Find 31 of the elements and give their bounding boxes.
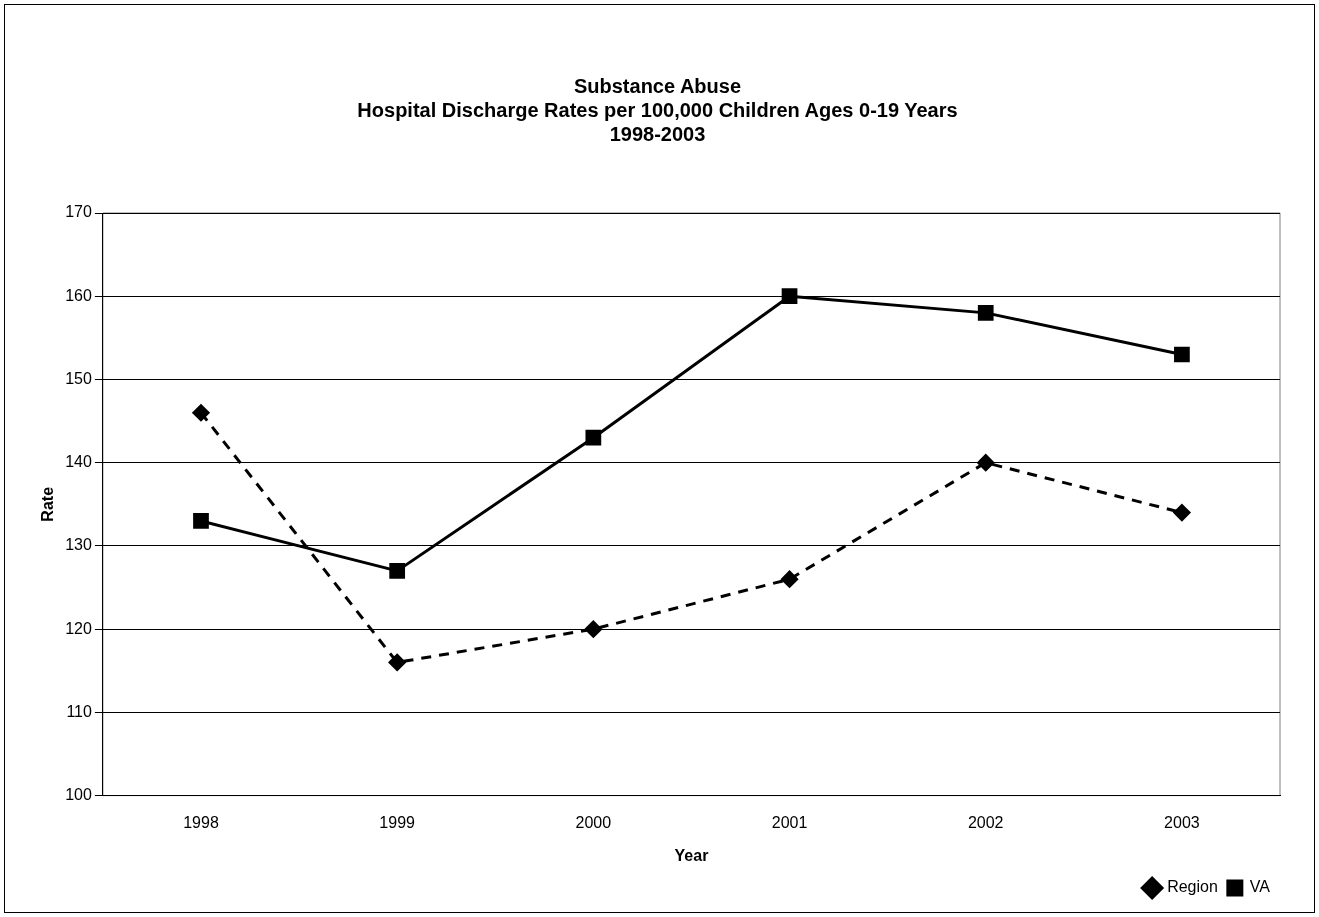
point <box>193 513 209 529</box>
y-tick-label: 120 <box>65 619 92 637</box>
y-tick-label: 100 <box>65 786 92 804</box>
y-tick-label: 150 <box>65 369 92 387</box>
point <box>584 620 602 638</box>
point <box>1174 346 1190 363</box>
y-tick-label: 160 <box>65 286 92 304</box>
chart-title: Substance Abuse Hospital Discharge Rates per 100,000 Children Ages 0-19 Years 1998-2003 <box>357 74 958 145</box>
point <box>977 305 994 321</box>
y-tick-label: 170 <box>65 203 92 221</box>
point <box>585 429 602 446</box>
legend-label: VA <box>1249 878 1271 896</box>
y-tick-label: 140 <box>65 453 92 471</box>
point <box>192 404 210 422</box>
legend-label: Region <box>1167 878 1218 896</box>
point <box>1173 504 1191 522</box>
point <box>389 563 406 579</box>
y-tick-label: 130 <box>65 536 92 554</box>
y-tick-label: 110 <box>66 702 92 720</box>
x-tick-label: 2000 <box>575 813 612 831</box>
point <box>977 454 995 472</box>
x-axis-title: Year <box>674 846 709 864</box>
x-tick-label: 1999 <box>379 813 416 831</box>
x-tick-label: 1998 <box>183 813 219 831</box>
x-tick-label: 2002 <box>967 813 1004 831</box>
x-tick-label: 2003 <box>1164 813 1200 831</box>
point <box>388 653 406 671</box>
x-tick-label: 2001 <box>771 813 808 831</box>
point <box>781 570 799 588</box>
y-axis-title: Rate <box>39 486 57 522</box>
point <box>781 288 798 305</box>
